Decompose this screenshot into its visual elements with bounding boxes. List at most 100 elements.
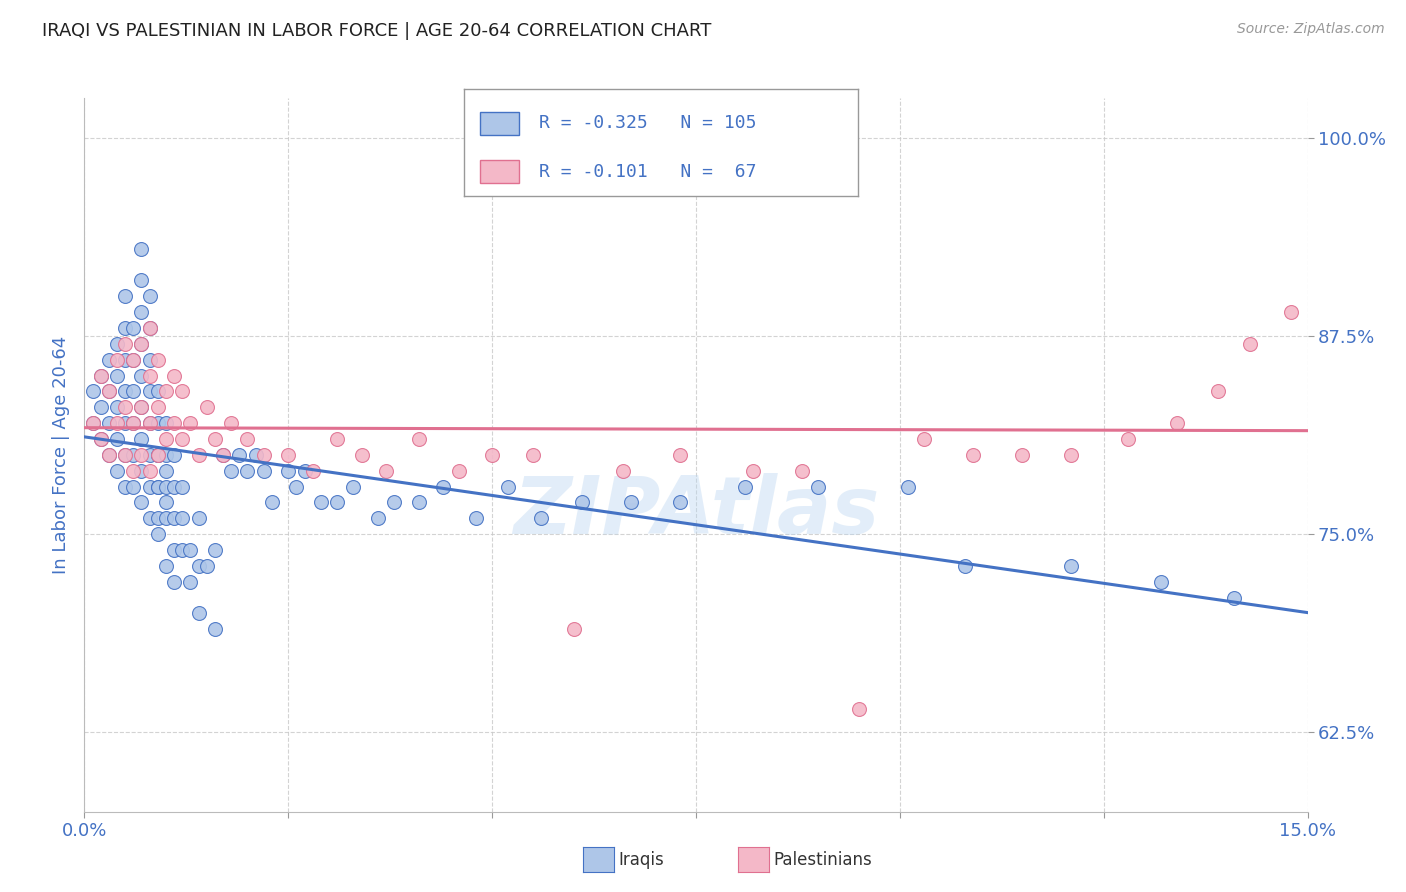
- Point: [481, 448, 503, 462]
- Point: [138, 368, 160, 383]
- Point: [155, 480, 177, 494]
- Point: [131, 337, 153, 351]
- Point: [326, 495, 349, 509]
- Point: [82, 384, 104, 399]
- Point: [172, 384, 194, 399]
- Point: [912, 432, 935, 446]
- Point: [1337, 368, 1360, 383]
- Point: [734, 480, 756, 494]
- Point: [522, 448, 544, 462]
- Point: [530, 511, 553, 525]
- Point: [172, 480, 194, 494]
- Point: [179, 543, 201, 558]
- FancyBboxPatch shape: [479, 112, 519, 136]
- Point: [620, 495, 643, 509]
- Point: [122, 384, 145, 399]
- Point: [105, 432, 128, 446]
- Text: IRAQI VS PALESTINIAN IN LABOR FORCE | AGE 20-64 CORRELATION CHART: IRAQI VS PALESTINIAN IN LABOR FORCE | AG…: [42, 22, 711, 40]
- Point: [228, 448, 250, 462]
- Point: [138, 321, 160, 335]
- Point: [131, 448, 153, 462]
- Point: [236, 464, 259, 478]
- Point: [260, 495, 283, 509]
- Point: [179, 574, 201, 589]
- Point: [179, 416, 201, 430]
- Point: [138, 511, 160, 525]
- Point: [155, 448, 177, 462]
- Point: [122, 480, 145, 494]
- Point: [382, 495, 405, 509]
- Point: [105, 337, 128, 351]
- Point: [114, 448, 136, 462]
- Point: [138, 289, 160, 303]
- Point: [253, 464, 276, 478]
- Point: [245, 448, 267, 462]
- Text: Source: ZipAtlas.com: Source: ZipAtlas.com: [1237, 22, 1385, 37]
- Point: [146, 511, 169, 525]
- Point: [277, 448, 299, 462]
- Point: [187, 558, 209, 573]
- Point: [105, 416, 128, 430]
- Point: [163, 368, 186, 383]
- Point: [897, 480, 920, 494]
- Point: [562, 623, 585, 637]
- Point: [131, 242, 153, 256]
- Point: [668, 495, 690, 509]
- Point: [138, 448, 160, 462]
- Point: [155, 464, 177, 478]
- Point: [90, 368, 112, 383]
- Point: [187, 448, 209, 462]
- Point: [131, 401, 153, 415]
- Point: [155, 495, 177, 509]
- Point: [432, 480, 454, 494]
- Point: [163, 416, 186, 430]
- Point: [114, 289, 136, 303]
- Point: [138, 464, 160, 478]
- Point: [163, 574, 186, 589]
- Point: [408, 432, 430, 446]
- Text: Palestinians: Palestinians: [773, 851, 872, 869]
- Point: [1011, 448, 1033, 462]
- FancyBboxPatch shape: [479, 160, 519, 184]
- Point: [498, 480, 520, 494]
- Point: [172, 511, 194, 525]
- Point: [131, 337, 153, 351]
- Point: [155, 416, 177, 430]
- Point: [326, 432, 349, 446]
- Point: [301, 464, 323, 478]
- Point: [97, 352, 120, 367]
- Point: [1395, 416, 1406, 430]
- Point: [195, 558, 218, 573]
- Point: [807, 480, 830, 494]
- Point: [1313, 337, 1336, 351]
- Point: [105, 368, 128, 383]
- Point: [114, 321, 136, 335]
- Point: [122, 321, 145, 335]
- Point: [953, 558, 976, 573]
- Point: [155, 511, 177, 525]
- Point: [97, 448, 120, 462]
- Point: [82, 416, 104, 430]
- Point: [90, 432, 112, 446]
- Point: [131, 305, 153, 319]
- Point: [146, 448, 169, 462]
- Point: [350, 448, 373, 462]
- Point: [163, 448, 186, 462]
- Point: [131, 464, 153, 478]
- Point: [204, 623, 226, 637]
- Point: [172, 543, 194, 558]
- Point: [1378, 401, 1400, 415]
- Point: [1206, 384, 1229, 399]
- Point: [163, 480, 186, 494]
- Point: [146, 401, 169, 415]
- Point: [342, 480, 364, 494]
- Point: [1223, 591, 1246, 605]
- Point: [90, 401, 112, 415]
- Point: [1239, 337, 1261, 351]
- Point: [114, 384, 136, 399]
- Point: [114, 480, 136, 494]
- Point: [285, 480, 308, 494]
- Point: [122, 352, 145, 367]
- Text: R = -0.101   N =  67: R = -0.101 N = 67: [538, 162, 756, 180]
- Point: [114, 416, 136, 430]
